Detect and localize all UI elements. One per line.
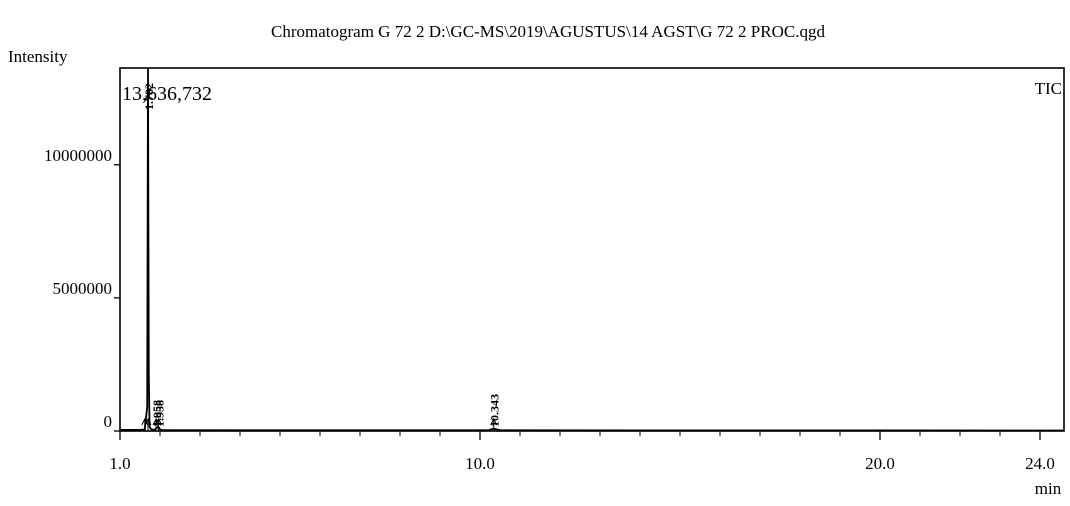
peak-marker-head bbox=[144, 417, 152, 426]
plot-frame bbox=[119, 67, 1065, 432]
x-tick-label: 20.0 bbox=[865, 454, 895, 473]
peak-marker-arrow bbox=[144, 417, 152, 431]
trace-label: TIC bbox=[1035, 79, 1062, 98]
peak-marker-arrow bbox=[141, 417, 149, 431]
y-axis-label: Intensity bbox=[8, 47, 68, 66]
x-tick-label: 1.0 bbox=[109, 454, 130, 473]
x-axis-ticks: 1.0 10.0 20.0 24.0 bbox=[109, 431, 1055, 473]
peak-label: 1.958 bbox=[152, 400, 166, 427]
x-tick-label: 10.0 bbox=[465, 454, 495, 473]
max-intensity-label: 13,636,732 bbox=[122, 83, 212, 105]
x-tick-label: 24.0 bbox=[1025, 454, 1055, 473]
peak-marker-arrow bbox=[154, 417, 162, 431]
peak-marker-head bbox=[141, 417, 149, 426]
peak-marker-head bbox=[154, 417, 162, 426]
y-tick-label: 10000000 bbox=[44, 146, 112, 165]
chart-title: Chromatogram G 72 2 D:\GC-MS\2019\AGUSTU… bbox=[271, 22, 825, 41]
tic-trace-line bbox=[120, 67, 1065, 432]
peak-markers bbox=[141, 417, 498, 431]
peak-label: 1.782 bbox=[142, 83, 156, 110]
x-axis-label: min bbox=[1035, 479, 1062, 498]
y-tick-label: 0 bbox=[104, 412, 113, 431]
y-axis-ticks: 0 5000000 10000000 bbox=[44, 146, 120, 432]
x-minor-ticks bbox=[119, 431, 1041, 436]
peak-marker-head bbox=[490, 417, 498, 426]
peak-label: 10.343 bbox=[488, 394, 502, 427]
peak-label: 1.958 bbox=[150, 400, 164, 427]
series-group bbox=[120, 67, 1065, 432]
peak-marker-arrow bbox=[490, 417, 498, 431]
y-tick-label: 5000000 bbox=[53, 279, 113, 298]
